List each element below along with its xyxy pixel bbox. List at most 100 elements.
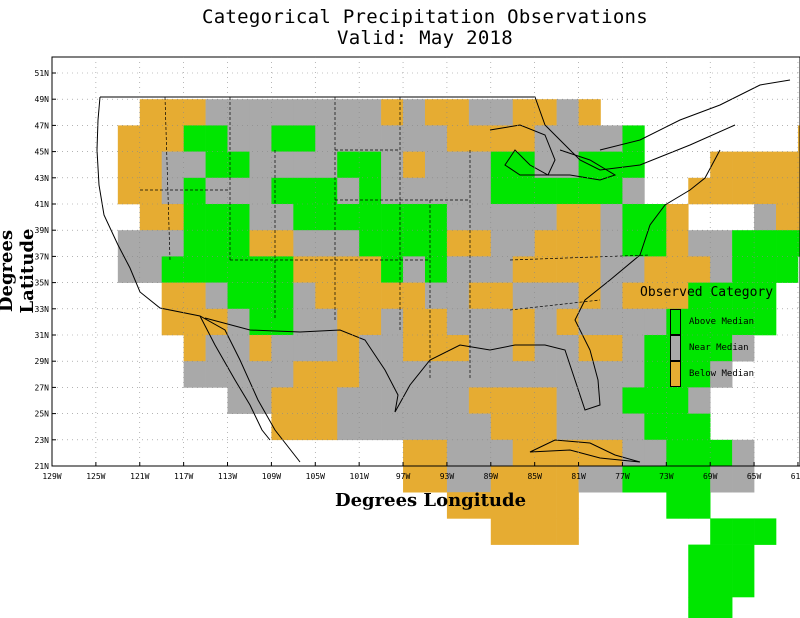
grid-cell (776, 204, 799, 231)
grid-cell (622, 256, 645, 283)
grid-cell (249, 335, 272, 362)
grid-cell (424, 413, 448, 441)
grid-cell (644, 308, 667, 336)
grid-cell (315, 256, 338, 283)
grid-cell (468, 177, 492, 205)
grid-cell (534, 151, 557, 179)
grid-cell (117, 125, 141, 152)
grid-cell (666, 466, 689, 493)
state-borders (140, 96, 651, 380)
grid-cell (600, 361, 623, 388)
great-lakes-outline (489, 124, 617, 181)
grid-cell (490, 308, 514, 336)
grid-cell (424, 439, 448, 467)
grid-cell (139, 256, 162, 283)
grid-cell (732, 151, 755, 179)
grid-cell (271, 413, 294, 441)
grid-cell (710, 151, 733, 179)
grid-cell (249, 256, 272, 283)
x-tick-label: 129W (42, 472, 61, 481)
grid-cell (293, 151, 316, 179)
grid-cell (468, 439, 492, 467)
grid-cell (403, 99, 426, 126)
plot-frame (51, 56, 800, 467)
grid-cell (666, 230, 689, 257)
grid-cell (424, 151, 448, 179)
grid-cell (512, 387, 535, 414)
grid-cell (315, 413, 338, 441)
grid-cell (490, 361, 514, 388)
grid-cell (337, 204, 360, 231)
grid-cell (205, 99, 228, 126)
grid-cell (446, 230, 470, 257)
grid-cell (161, 151, 184, 179)
grid-cell (293, 256, 316, 283)
grid-cell (622, 361, 645, 388)
grid-cell (424, 125, 448, 152)
grid-cell (161, 99, 184, 126)
grid-cell (710, 544, 733, 572)
grid-cell (139, 230, 162, 257)
grid-cell (578, 439, 601, 467)
grid-cell (337, 151, 360, 179)
grid-cell (381, 413, 404, 441)
grid-cell (512, 308, 535, 336)
grid-cell (710, 308, 733, 336)
y-tick-label: 21N (35, 462, 50, 471)
grid-cell (512, 466, 535, 493)
y-tick-label: 27N (35, 383, 50, 392)
grid-cell (666, 282, 689, 310)
grid-cell (117, 151, 141, 179)
grid-cell (446, 99, 470, 126)
grid-cell (468, 413, 492, 441)
grid-cell (578, 466, 601, 493)
grid-cell (117, 256, 141, 283)
grid-cell (754, 282, 777, 310)
grid-cell (337, 256, 360, 283)
grid-cell (381, 282, 404, 310)
grid-cell (776, 230, 799, 257)
grid-cell (490, 177, 514, 205)
grid-cell (754, 151, 777, 179)
grid-cell (754, 256, 777, 283)
grid-cell (710, 230, 733, 257)
grid-cell (293, 308, 316, 336)
grid-cell (468, 361, 492, 388)
grid-cell (315, 387, 338, 414)
grid-cell (359, 99, 382, 126)
grid-cell (534, 282, 557, 310)
grid-cell (600, 125, 623, 152)
grid-cell (534, 387, 557, 414)
cuba-outline (529, 439, 641, 463)
grid-cell (754, 204, 777, 231)
grid-cell (688, 282, 711, 310)
grid-cell (315, 308, 338, 336)
grid-cell (381, 151, 404, 179)
grid-cell (688, 570, 711, 598)
grid-cell (556, 492, 579, 519)
grid-cell (139, 125, 162, 152)
grid-cell (337, 282, 360, 310)
legend-swatch-above (670, 309, 681, 335)
grid-cell (315, 335, 338, 362)
grid-cell (424, 466, 448, 493)
grid-cell (359, 387, 382, 414)
grid-cell (556, 204, 579, 231)
grid-cell (446, 387, 470, 414)
grid-cell (600, 151, 623, 179)
grid-cell (359, 256, 382, 283)
x-tick-label: 65W (747, 472, 762, 481)
grid-cell (600, 282, 623, 310)
x-axis-label: Degrees Longitude (335, 490, 527, 511)
grid-cell (205, 282, 228, 310)
grid-cell (227, 151, 250, 179)
x-tick-label: 69W (703, 472, 718, 481)
x-tick-label: 61W (791, 472, 800, 481)
grid-cell (139, 99, 162, 126)
grid-cell (688, 387, 711, 414)
grid-cell (578, 99, 601, 126)
grid-cell (468, 151, 492, 179)
grid-cell (315, 361, 338, 388)
grid-cell (227, 335, 250, 362)
grid-cell (381, 335, 404, 362)
